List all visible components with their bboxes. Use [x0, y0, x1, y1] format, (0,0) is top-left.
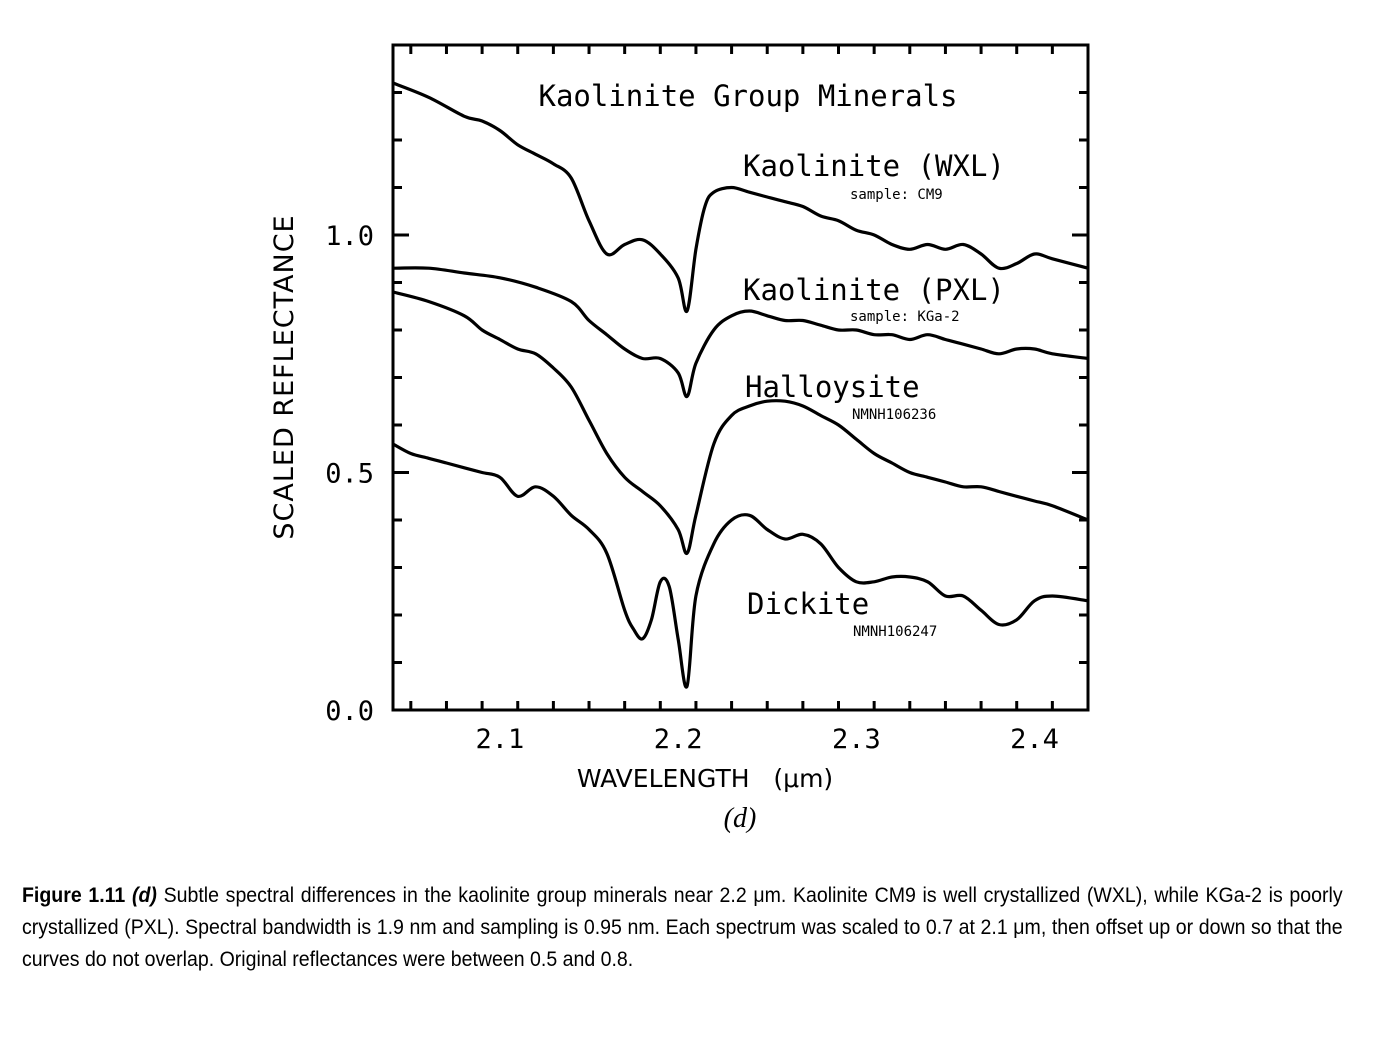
x-axis-label-text: WAVELENGTH [577, 764, 750, 793]
series-label-kaolinite-pxl: Kaolinite (PXL) [743, 273, 1005, 307]
series-label-dickite: Dickite [747, 587, 869, 621]
series-label-kaolinite-wxl: Kaolinite (WXL) [743, 149, 1005, 183]
figure-label: Figure 1.11 [22, 884, 126, 907]
halloysite-line [392, 290, 1089, 555]
y-tick-label: 1.0 [325, 221, 374, 252]
x-axis-label-unit: (μm) [773, 764, 833, 793]
y-tick-label: 0.0 [325, 696, 374, 727]
spectral-chart: 2.1 2.2 2.3 2.4 0.0 0.5 1.0 Kaolinite Group Mi… [269, 43, 1090, 834]
y-axis-label: SCALED REFLECTANCE [269, 214, 300, 539]
plot-frame [391, 43, 1090, 712]
x-tick-label: 2.1 [476, 724, 525, 755]
kaolinite-pxl-line [392, 266, 1089, 399]
spectral-curves [392, 81, 1089, 689]
x-tick-label: 2.4 [1010, 724, 1059, 755]
tick-labels: 2.1 2.2 2.3 2.4 0.0 0.5 1.0 [325, 221, 1059, 755]
dickite-line [392, 442, 1089, 689]
x-tick-label: 2.3 [832, 724, 881, 755]
x-axis-label: WAVELENGTH (μm) [577, 764, 833, 793]
x-tick-label: 2.2 [654, 724, 703, 755]
series-sample-kaolinite-wxl: sample: CM9 [850, 187, 943, 203]
series-sample-kaolinite-pxl: sample: KGa-2 [850, 309, 960, 325]
series-sample-halloysite: NMNH106236 [852, 407, 936, 423]
y-tick-label: 0.5 [325, 459, 374, 490]
kaolinite-wxl-line [392, 81, 1089, 313]
caption-panel-ref: (d) [131, 884, 157, 907]
caption-text: Subtle spectral differences in the kaoli… [22, 884, 1343, 971]
series-sample-dickite: NMNH106247 [853, 624, 937, 640]
chart-title: Kaolinite Group Minerals [538, 79, 957, 113]
panel-label: (d) [724, 803, 757, 834]
axis-ticks [393, 45, 1090, 710]
series-label-halloysite: Halloysite [745, 370, 920, 404]
figure-caption: Figure 1.11 (d) Subtle spectral differen… [22, 880, 1343, 976]
